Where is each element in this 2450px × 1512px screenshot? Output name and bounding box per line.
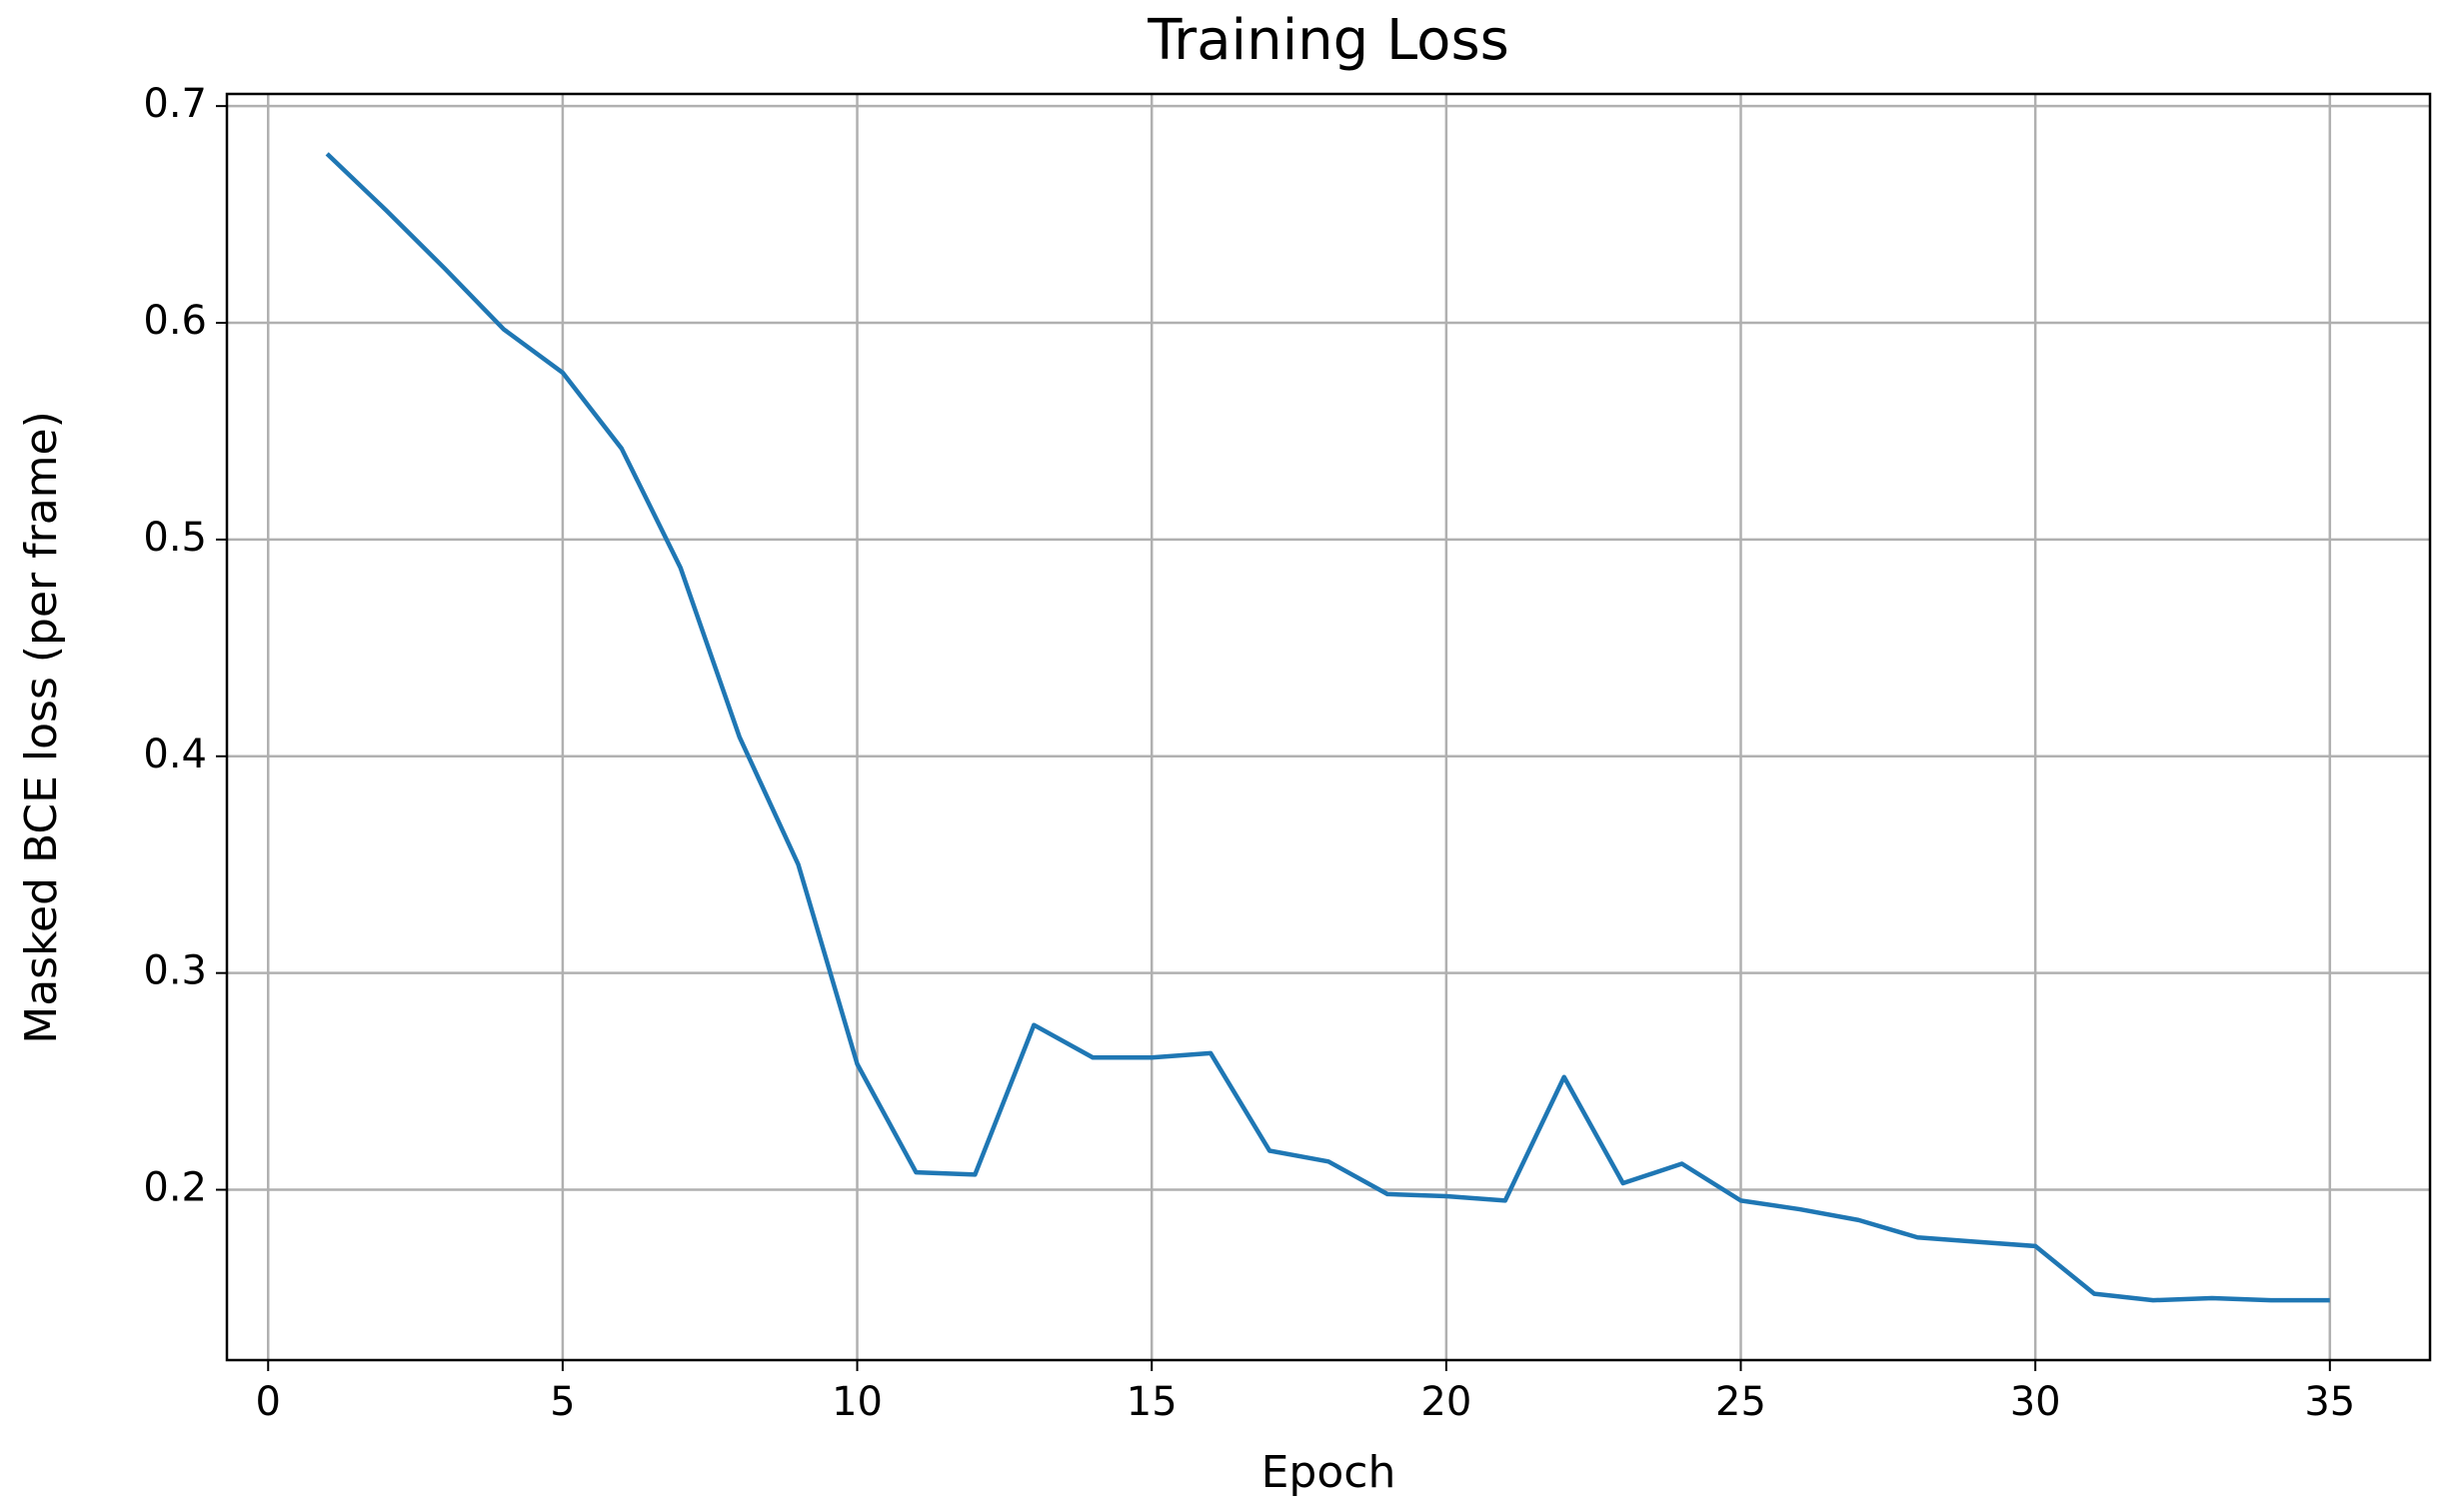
y-tick-label: 0.5 bbox=[143, 515, 207, 561]
x-tick-label: 0 bbox=[256, 1379, 281, 1425]
x-tick-label: 15 bbox=[1127, 1379, 1178, 1425]
plot-frame bbox=[225, 92, 2432, 1362]
data-line bbox=[325, 152, 2330, 1303]
y-tick-label: 0.2 bbox=[143, 1165, 207, 1211]
y-tick-label: 0.6 bbox=[143, 298, 207, 344]
x-tick-label: 25 bbox=[1715, 1379, 1766, 1425]
x-tick-label: 35 bbox=[2304, 1379, 2355, 1425]
y-tick-label: 0.7 bbox=[143, 81, 207, 127]
x-tick-label: 5 bbox=[550, 1379, 575, 1425]
chart-title: Training Loss bbox=[1147, 8, 1509, 73]
y-tick-label: 0.4 bbox=[143, 732, 207, 777]
x-tick-label: 10 bbox=[832, 1379, 883, 1425]
x-tick-label: 30 bbox=[2010, 1379, 2061, 1425]
y-axis-label: Masked BCE loss (per frame) bbox=[16, 411, 67, 1044]
x-tick-label: 20 bbox=[1420, 1379, 1471, 1425]
y-tick-label: 0.3 bbox=[143, 948, 207, 994]
x-axis-label: Epoch bbox=[1261, 1447, 1396, 1498]
